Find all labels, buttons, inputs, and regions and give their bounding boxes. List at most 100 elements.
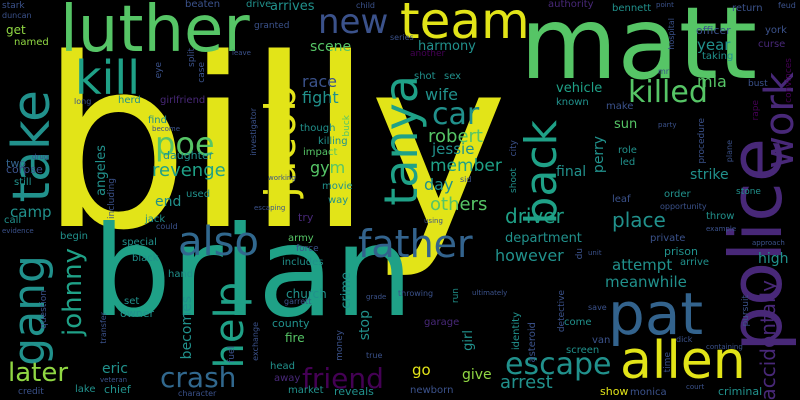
- word-plane: plane: [725, 140, 734, 163]
- word-convinces: convinces: [784, 58, 794, 103]
- word-try: try: [298, 211, 314, 224]
- word-race: race: [302, 72, 338, 91]
- word-case: case: [197, 62, 207, 83]
- word-party: party: [658, 121, 677, 129]
- word-jessie: jessie: [432, 140, 475, 158]
- word-church: church: [286, 287, 327, 301]
- word-used: used: [186, 189, 211, 200]
- word-working: working: [268, 174, 296, 182]
- word-duncan: duncan: [2, 11, 32, 20]
- word-attempt: attempt: [612, 256, 673, 274]
- word-unit: unit: [588, 249, 602, 257]
- word-known: known: [556, 97, 589, 108]
- word-sid: sid: [460, 175, 472, 184]
- word-brian: brian: [92, 200, 414, 345]
- word-away: away: [274, 373, 301, 384]
- word-mia: mia: [697, 72, 727, 91]
- word-garrett: garrett: [284, 297, 312, 306]
- word-two: two: [6, 157, 27, 170]
- word-investigator: investigator: [249, 108, 258, 156]
- word-black: black: [132, 253, 159, 264]
- word-car: car: [432, 97, 480, 132]
- word-friend: friend: [302, 362, 384, 395]
- word-screen: screen: [566, 345, 600, 356]
- word-example: example: [706, 225, 737, 233]
- word-dick: dick: [676, 335, 693, 344]
- word-including: including: [107, 178, 117, 219]
- word-bennett: bennett: [612, 3, 652, 14]
- word-throw: throw: [706, 211, 735, 222]
- word-place: place: [612, 208, 666, 232]
- word-curse: curse: [758, 39, 786, 50]
- word-transfer: transfer: [99, 312, 108, 344]
- word-robert: robert: [428, 126, 483, 147]
- word-call: call: [4, 215, 22, 226]
- word-final: final: [556, 164, 587, 180]
- word-herd: herd: [118, 95, 141, 106]
- word-crime: crime: [339, 272, 354, 309]
- word-drug: drug: [32, 153, 49, 161]
- word-procedure: procedure: [697, 118, 707, 164]
- word-crash: crash: [160, 361, 237, 394]
- word-force: force: [296, 244, 319, 254]
- word-buck: buck: [342, 115, 352, 137]
- word-hospital: hospital: [667, 18, 676, 50]
- word-head: head: [270, 361, 295, 372]
- word-shoot: shoot: [509, 168, 519, 193]
- word-way: way: [328, 195, 349, 206]
- word-stark: stark: [2, 1, 25, 11]
- word-leaf: leaf: [612, 194, 631, 205]
- word-time: time: [663, 352, 673, 373]
- word-garage: garage: [424, 317, 460, 328]
- word-prison: prison: [664, 245, 698, 258]
- word-fuel: fuel: [227, 346, 237, 363]
- word-veteran: veteran: [100, 376, 128, 384]
- word-save: save: [588, 303, 607, 312]
- word-eye: eye: [154, 62, 164, 79]
- word-harmony: harmony: [418, 39, 476, 54]
- word-mr: mr: [658, 67, 670, 76]
- word-true: true: [366, 351, 383, 360]
- word-feud: feud: [778, 1, 796, 10]
- word-new: new: [318, 2, 389, 42]
- word-movie: movie: [322, 181, 353, 192]
- word-camp: camp: [10, 203, 52, 221]
- word-child: child: [356, 1, 375, 10]
- word-eric: eric: [102, 361, 128, 377]
- word-give: give: [462, 367, 492, 383]
- word-vehicle: vehicle: [556, 81, 603, 96]
- word-become: become: [152, 125, 181, 133]
- word-jack: jack: [145, 214, 166, 225]
- word-chief: chief: [104, 383, 131, 396]
- word-arrest: arrest: [500, 372, 553, 393]
- word-order: order: [664, 189, 691, 200]
- word-private: private: [650, 233, 686, 244]
- word-run: run: [451, 288, 461, 304]
- word-revenge: revenge: [152, 160, 226, 181]
- word-tanya: tanya: [374, 75, 428, 206]
- word-come: come: [564, 317, 592, 328]
- word-city: city: [509, 140, 519, 157]
- word-sex: sex: [444, 71, 462, 82]
- word-throwing: throwing: [398, 289, 434, 298]
- word-leave: leave: [232, 49, 251, 57]
- word-team: team: [400, 0, 530, 50]
- word-asteroid: asteroid: [527, 322, 538, 363]
- word-matt: matt: [520, 0, 758, 102]
- word-led: led: [620, 157, 636, 168]
- word-father: father: [358, 222, 473, 266]
- word-poe: poe: [155, 125, 215, 163]
- word-criminal: criminal: [718, 385, 763, 398]
- word-also: also: [178, 219, 259, 265]
- word-du: du: [575, 248, 585, 260]
- word-corpse: corpse: [6, 163, 43, 176]
- word-arrives: arrives: [270, 0, 315, 14]
- word-role: role: [618, 145, 637, 156]
- word-fight: fight: [302, 88, 339, 107]
- word-pursuit: pursuit: [741, 295, 751, 327]
- word-shot: shot: [414, 71, 436, 82]
- word-evidence: evidence: [2, 227, 34, 235]
- word-pat: pat: [608, 280, 704, 348]
- word-county: county: [272, 317, 310, 330]
